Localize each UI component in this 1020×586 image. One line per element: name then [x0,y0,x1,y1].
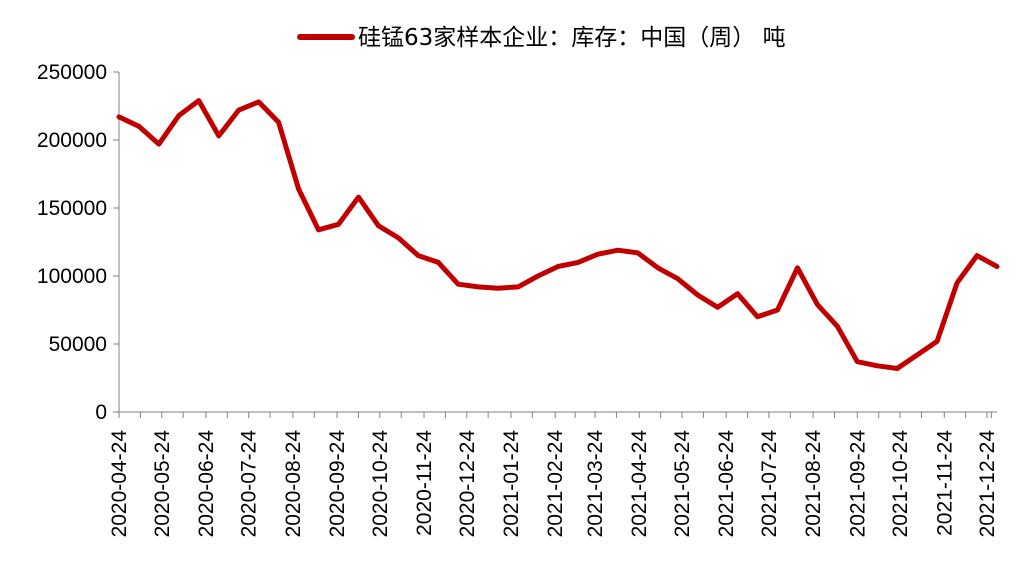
y-tick-label: 150000 [37,197,107,220]
x-tick-label: 2020-08-24 [282,430,305,538]
x-tick-label: 2021-03-24 [584,430,607,538]
x-tick-label: 2021-11-24 [933,430,956,536]
x-tick-label: 2021-02-24 [544,430,567,538]
series-layer [116,98,1000,371]
x-tick-label: 2021-09-24 [846,430,869,538]
x-tick-label: 2021-04-24 [628,430,651,538]
legend-label: 硅锰63家样本企业：库存：中国（周） 吨 [358,25,786,51]
x-axis: 2020-04-24 2020-05-24 2020-06-24 2020-07-24… [108,411,999,538]
x-tick-label: 2021-06-24 [715,430,738,538]
series-line [116,98,1000,371]
x-tick-label: 2020-10-24 [369,430,392,538]
x-tick-label: 2020-06-24 [195,430,218,538]
y-tick-label: 100000 [37,265,107,288]
x-tick-label: 2020-04-24 [108,430,131,538]
x-tick-label: 2020-05-24 [151,430,174,538]
x-tick-label: 2021-01-24 [500,430,523,538]
y-tick-label: 50000 [49,333,107,356]
x-tick-label: 2021-12-24 [976,430,999,538]
x-tick-label: 2021-05-24 [671,430,694,538]
y-tick-label: 250000 [37,61,107,84]
x-tick-label: 2021-07-24 [758,430,781,538]
x-tick-label: 2020-09-24 [326,430,349,538]
y-tick-label: 200000 [37,129,107,152]
x-tick-label: 2021-10-24 [889,430,912,538]
x-tick-label: 2020-12-24 [456,430,479,538]
x-tick-label: 2020-11-24 [413,430,436,536]
x-tick-label: 2020-07-24 [238,430,261,538]
y-axis: 0 50000 100000 150000 200000 250000 [37,61,120,424]
y-tick-label: 0 [95,401,107,424]
x-tick-label: 2021-08-24 [802,430,825,538]
legend: 硅锰63家样本企业：库存：中国（周） 吨 [297,25,786,51]
